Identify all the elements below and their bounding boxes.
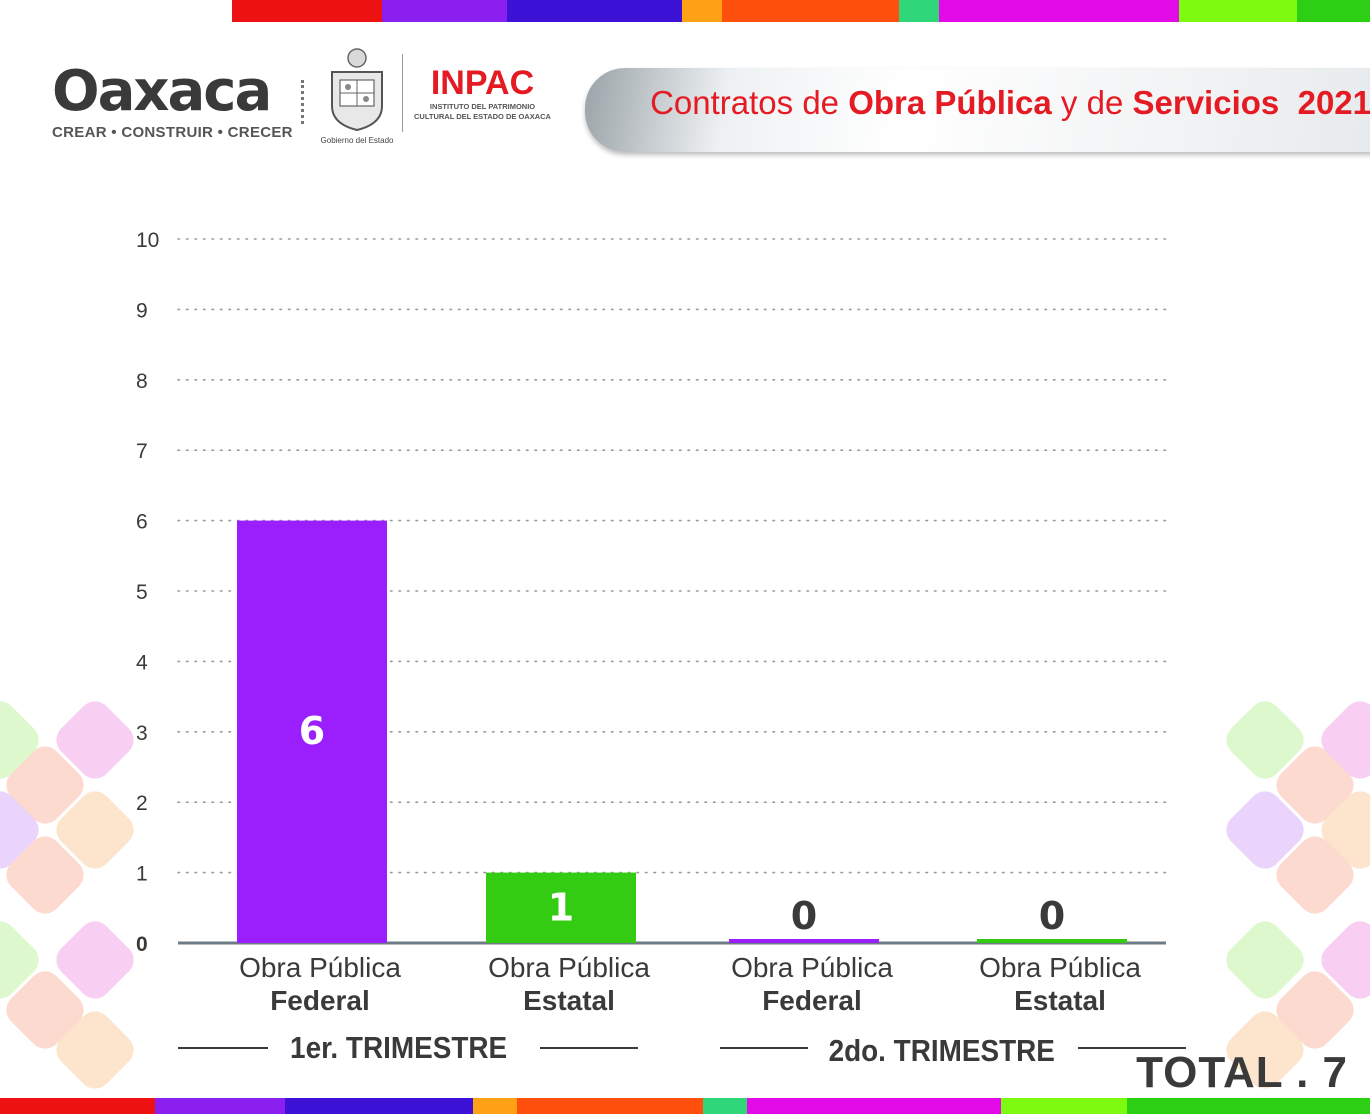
- group-label-2: 2do. TRIMESTRE: [828, 1033, 1055, 1068]
- x-tick-label-line1: Obra Pública: [239, 952, 401, 983]
- y-tick-label: 3: [136, 722, 148, 745]
- y-tick-label: 2: [136, 792, 148, 815]
- stripe-segment: [473, 1098, 517, 1114]
- bar: [486, 872, 636, 943]
- stripe-segment: [1001, 1098, 1127, 1114]
- decorative-tile: [56, 1011, 134, 1089]
- bottom-color-stripe: [0, 1098, 1370, 1114]
- decorative-tile: [6, 746, 84, 824]
- stripe-segment: [1127, 1098, 1370, 1114]
- inpac-title: INPAC: [430, 64, 535, 102]
- stripe-segment: [899, 0, 939, 22]
- x-tick-label-line2: Estatal: [523, 985, 615, 1016]
- decorative-tile: [56, 921, 134, 999]
- data-label: 6: [299, 709, 325, 753]
- bar: [977, 939, 1127, 943]
- title-banner: Contratos de Obra Pública y de Servicios…: [585, 68, 1370, 152]
- bar: [729, 939, 879, 943]
- y-tick-label: 10: [136, 229, 159, 252]
- banner-part-3: y de: [1051, 84, 1133, 121]
- decorative-tile: [1226, 1011, 1304, 1089]
- y-tick-label: 0: [136, 933, 148, 956]
- stripe-segment: [285, 1098, 473, 1114]
- seal-caption: Gobierno del Estado: [320, 136, 394, 145]
- data-label: 1: [548, 886, 574, 930]
- decorative-tile: [1321, 921, 1370, 999]
- stripe-segment: [682, 0, 722, 22]
- decorative-tile: [56, 701, 134, 779]
- x-tick-label-line2: Federal: [762, 985, 862, 1016]
- x-tick-label-line1: Obra Pública: [979, 952, 1141, 983]
- stripe-segment: [382, 0, 507, 22]
- banner-title: Contratos de Obra Pública y de Servicios…: [650, 84, 1370, 122]
- decorative-tile: [1321, 701, 1370, 779]
- y-tick-label: 1: [136, 863, 148, 886]
- data-label: 0: [791, 894, 817, 938]
- stripe-segment: [232, 0, 382, 22]
- y-tick-label: 8: [136, 370, 148, 393]
- decorative-tile: [1226, 921, 1304, 999]
- bar: [237, 520, 387, 943]
- oaxaca-logo-word: Oaxaca: [52, 59, 272, 124]
- x-tick-label-line2: Estatal: [1014, 985, 1106, 1016]
- y-tick-label: 6: [136, 511, 148, 534]
- x-tick-label-line1: Obra Pública: [731, 952, 893, 983]
- decorative-tile: [6, 836, 84, 914]
- stripe-segment: [155, 1098, 285, 1114]
- stripe-segment: [1179, 0, 1297, 22]
- decorative-tile: [1276, 971, 1354, 1049]
- logo-separator: [301, 80, 304, 124]
- inpac-subtitle-1: INSTITUTO DEL PATRIMONIO: [429, 102, 536, 111]
- y-tick-label: 5: [136, 581, 148, 604]
- decorative-tile: [1276, 746, 1354, 824]
- decorative-tile: [56, 791, 134, 869]
- stripe-segment: [939, 0, 1179, 22]
- stripe-segment: [747, 1098, 1001, 1114]
- oaxaca-logo-tagline: CREAR • CONSTRUIR • CRECER: [52, 124, 293, 141]
- decorative-tile: [0, 791, 39, 869]
- inpac-logo: INPAC INSTITUTO DEL PATRIMONIO CULTURAL …: [410, 64, 555, 122]
- banner-part-5: 2021: [1279, 84, 1370, 121]
- stripe-segment: [1297, 0, 1370, 22]
- banner-part-2: Obra Pública: [848, 84, 1052, 121]
- banner-part-1: Contratos de: [650, 84, 849, 121]
- y-tick-label: 4: [136, 651, 148, 674]
- decorative-tile: [0, 701, 39, 779]
- group-rule-1-right: [540, 1047, 638, 1049]
- inpac-subtitle-2: CULTURAL DEL ESTADO DE OAXACA: [414, 112, 551, 121]
- decorative-tile: [0, 921, 39, 999]
- stripe-segment: [507, 0, 682, 22]
- total-label: TOTAL . 7: [1136, 1048, 1348, 1097]
- x-tick-label-line1: Obra Pública: [488, 952, 650, 983]
- data-label: 0: [1039, 894, 1065, 938]
- stripe-segment: [703, 1098, 747, 1114]
- y-tick-label: 7: [136, 440, 148, 463]
- x-tick-label-line2: Federal: [270, 985, 370, 1016]
- decorative-tile: [1276, 836, 1354, 914]
- stripe-segment: [517, 1098, 703, 1114]
- decorative-tile: [1226, 791, 1304, 869]
- state-seal: Gobierno del Estado: [320, 44, 394, 146]
- stripe-segment: [0, 1098, 155, 1114]
- oaxaca-logo: Oaxaca CREAR • CONSTRUIR • CRECER: [52, 59, 293, 142]
- stripe-segment: [722, 0, 899, 22]
- decorative-tile: [1226, 701, 1304, 779]
- group-rule-2-left: [720, 1047, 808, 1049]
- coat-of-arms-icon: [331, 48, 383, 132]
- y-tick-label: 9: [136, 299, 148, 322]
- banner-part-4: Servicios: [1132, 84, 1280, 121]
- header-divider: [402, 54, 403, 132]
- group-label-1: 1er. TRIMESTRE: [290, 1030, 508, 1065]
- top-color-stripe: [232, 0, 1370, 22]
- group-rule-1-left: [178, 1047, 268, 1049]
- group-rule-2-right: [1078, 1047, 1186, 1049]
- decorative-tile: [6, 971, 84, 1049]
- decorative-tile: [1321, 791, 1370, 869]
